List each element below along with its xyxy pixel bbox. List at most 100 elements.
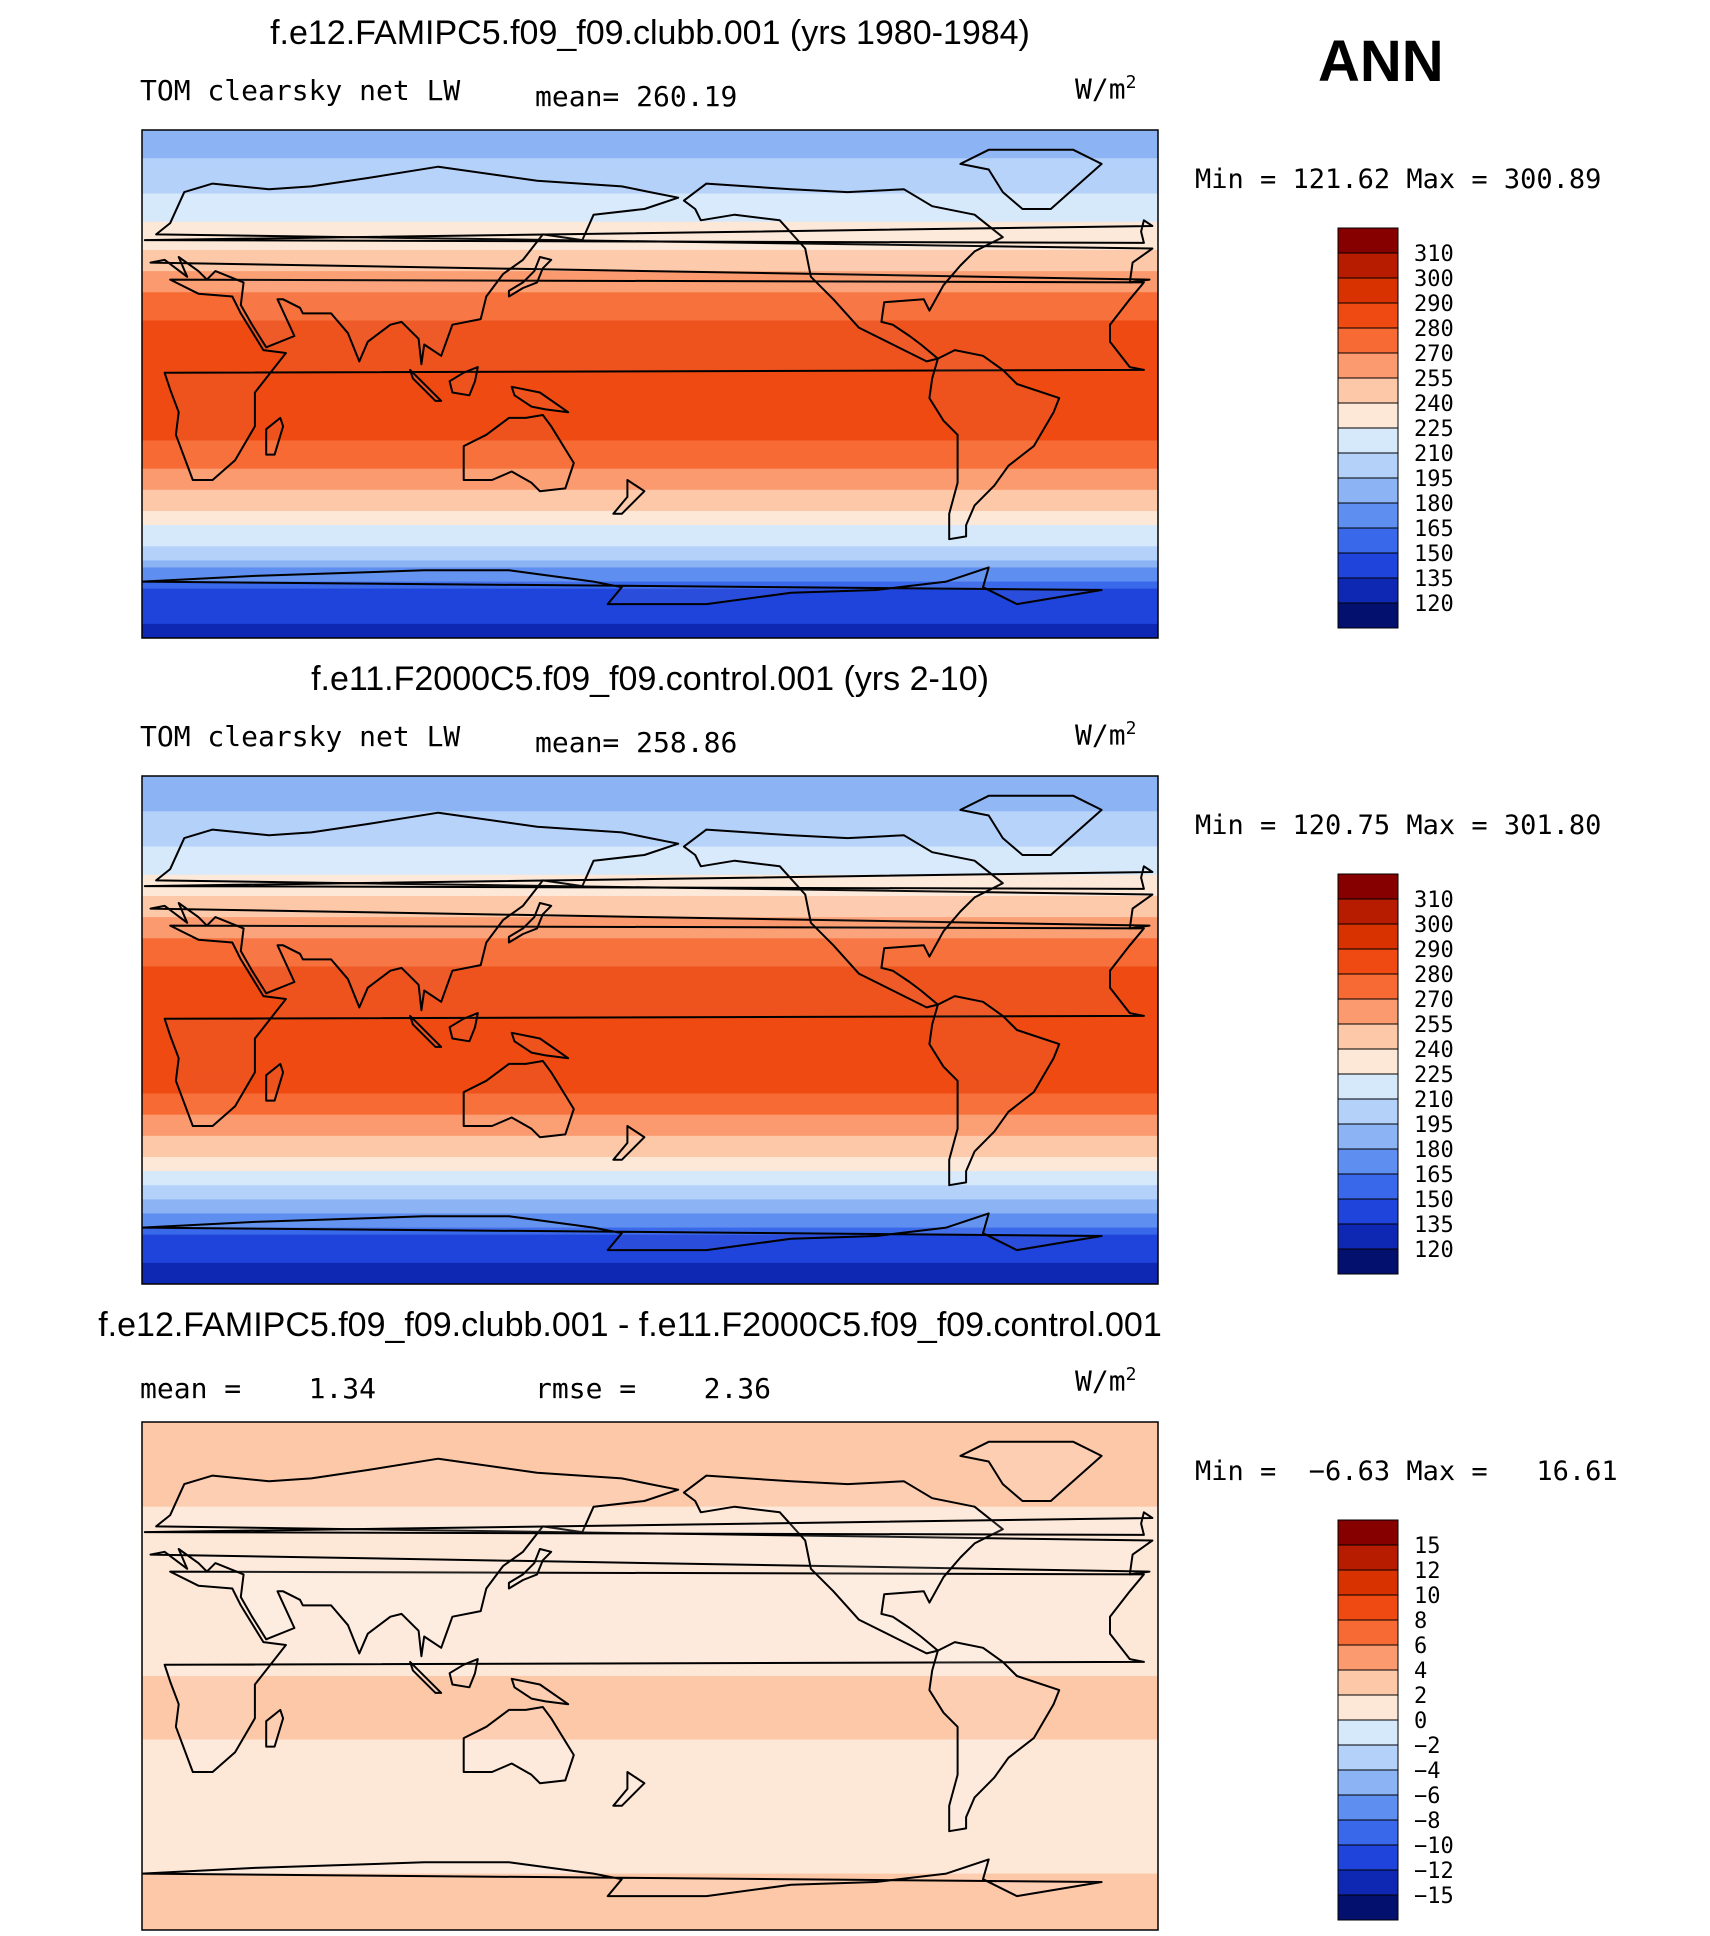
zonal-band — [142, 1577, 1158, 1585]
zonal-band — [142, 1178, 1158, 1186]
panel1-mean-value: 260.19 — [636, 80, 738, 113]
coastline-greenland — [959, 1440, 1103, 1502]
zonal-band — [142, 369, 1158, 378]
colorbar-label: 270 — [1414, 988, 1454, 1013]
zonal-band — [142, 832, 1158, 841]
colorbar-label: −10 — [1414, 1834, 1454, 1859]
zonal-band — [142, 1894, 1158, 1903]
coastline-antarctica — [142, 1212, 1103, 1252]
colorbar-label: 2 — [1414, 1684, 1427, 1709]
zonal-band — [142, 1213, 1158, 1222]
colorbar-box — [1337, 1769, 1399, 1796]
colorbar-label: 150 — [1414, 1188, 1454, 1213]
colorbar-label: 195 — [1414, 467, 1454, 492]
zonal-band — [142, 137, 1158, 145]
zonal-band — [142, 1690, 1158, 1698]
zonal-band — [142, 1626, 1158, 1635]
colorbar-box — [1337, 277, 1399, 304]
colorbar-box — [1337, 427, 1399, 454]
zonal-band — [142, 1262, 1158, 1271]
zonal-band — [142, 1527, 1158, 1536]
panel3-rmse-label: rmse = — [535, 1372, 637, 1405]
zonal-band — [142, 532, 1158, 540]
zonal-band — [142, 1269, 1158, 1278]
zonal-band — [142, 1015, 1158, 1024]
zonal-band — [142, 1739, 1158, 1748]
panel1-mean-label: mean= — [535, 80, 620, 113]
panel3-mean-label: mean = — [140, 1372, 242, 1405]
zonal-band — [142, 1192, 1158, 1200]
coastline-greenland — [959, 794, 1103, 856]
zonal-band — [142, 376, 1158, 385]
colorbar-box — [1337, 602, 1399, 629]
zonal-band — [142, 1464, 1158, 1472]
zonal-band — [142, 221, 1158, 230]
colorbar-box — [1337, 1794, 1399, 1821]
coastline-madagascar — [265, 1708, 285, 1748]
panel1-variable: TOM clearsky net LW — [140, 74, 461, 107]
zonal-band — [142, 1676, 1158, 1684]
zonal-band — [142, 1478, 1158, 1487]
zonal-band — [142, 539, 1158, 547]
zonal-band — [142, 1072, 1158, 1080]
zonal-band — [142, 503, 1158, 512]
zonal-band — [142, 1803, 1158, 1811]
zonal-band — [142, 405, 1158, 413]
zonal-band — [142, 1654, 1158, 1663]
panel1-minmax: Min = 121.62 Max = 300.89 — [1195, 164, 1601, 195]
zonal-band — [142, 1149, 1158, 1158]
colorbar-box — [1337, 252, 1399, 279]
zonal-band — [142, 1556, 1158, 1564]
zonal-band — [142, 1128, 1158, 1137]
zonal-band — [142, 341, 1158, 350]
zonal-band — [142, 1171, 1158, 1179]
zonal-band — [142, 1255, 1158, 1264]
zonal-band — [142, 1100, 1158, 1109]
zonal-band — [142, 1887, 1158, 1896]
colorbar-box — [1337, 1098, 1399, 1125]
zonal-band — [142, 1234, 1158, 1243]
map-frame-3 — [141, 1421, 1159, 1931]
zonal-band — [142, 588, 1158, 597]
panel1-mean: mean= 260.19 — [535, 80, 737, 113]
colorbar-box — [1337, 377, 1399, 404]
coastline-madagascar — [265, 416, 285, 456]
zonal-band — [142, 1037, 1158, 1045]
coastline-southAmerica — [928, 995, 1061, 1187]
zonal-band — [142, 419, 1158, 427]
colorbar-label: 300 — [1414, 267, 1454, 292]
zonal-band — [142, 1845, 1158, 1853]
zonal-band — [142, 1591, 1158, 1599]
zonal-band — [142, 1852, 1158, 1861]
zonal-band — [142, 846, 1158, 855]
zonal-band — [142, 1746, 1158, 1755]
coastline-japan — [507, 256, 553, 298]
coastline-sumatra — [409, 1014, 443, 1048]
colorbar-label: 12 — [1414, 1559, 1441, 1584]
zonal-band — [142, 1206, 1158, 1215]
zonal-band — [142, 1065, 1158, 1073]
zonal-band — [142, 1584, 1158, 1592]
zonal-band — [142, 1718, 1158, 1726]
panel2-units-base: W/m — [1075, 718, 1126, 752]
coastline-uk — [143, 1511, 1154, 1536]
colorbar-box — [1337, 552, 1399, 579]
colorbar-box — [1337, 948, 1399, 975]
zonal-band — [142, 839, 1158, 848]
zonal-band — [142, 1683, 1158, 1691]
zonal-band — [142, 186, 1158, 195]
zonal-band — [142, 1563, 1158, 1571]
panel3-minmax: Min = −6.63 Max = 16.61 — [1195, 1456, 1618, 1487]
zonal-band — [142, 257, 1158, 265]
colorbar-label: −12 — [1414, 1859, 1454, 1884]
zonal-band — [142, 881, 1158, 890]
zonal-band — [142, 1605, 1158, 1614]
zonal-band — [142, 1922, 1158, 1930]
panel2-units-exp: 2 — [1125, 718, 1137, 739]
panel3-min-label: Min = — [1195, 1456, 1277, 1487]
zonal-band — [142, 1121, 1158, 1130]
colorbar-box — [1337, 1023, 1399, 1050]
colorbar-box — [1337, 1619, 1399, 1646]
zonal-band — [142, 1199, 1158, 1207]
